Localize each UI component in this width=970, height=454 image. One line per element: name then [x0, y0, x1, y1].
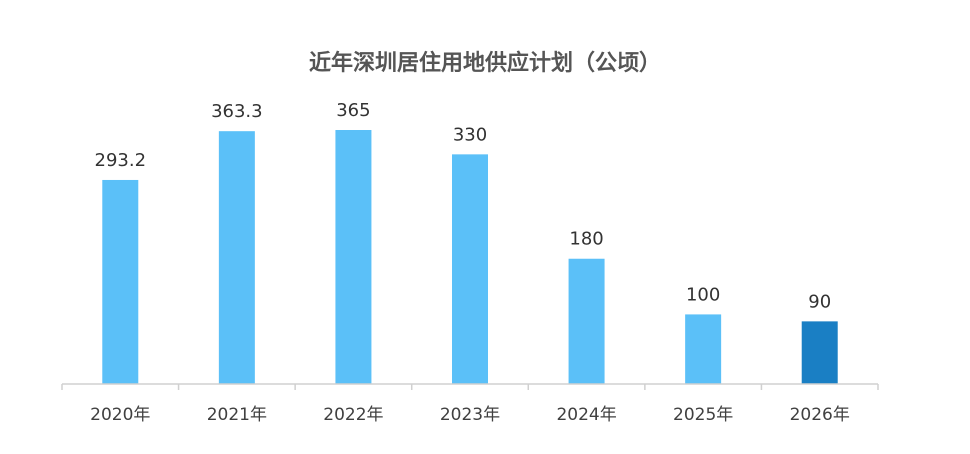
data-label-2023年: 330 — [453, 124, 487, 145]
bar-2020年 — [102, 179, 139, 384]
x-tick-label-2021年: 2021年 — [207, 405, 267, 425]
x-tick-label-2022年: 2022年 — [323, 405, 383, 425]
bar-2024年 — [568, 258, 605, 384]
data-label-2026年: 90 — [808, 291, 831, 312]
data-label-2020年: 293.2 — [95, 150, 147, 171]
value-labels: 293.2 363.3 365 330 180 100 90 — [95, 100, 832, 312]
x-tick-label-2020年: 2020年 — [90, 405, 150, 425]
bar-2026年 — [801, 321, 838, 384]
bars-layer — [102, 130, 838, 384]
data-label-2022年: 365 — [336, 100, 370, 121]
data-label-2024年: 180 — [569, 229, 603, 250]
chart-title: 近年深圳居住用地供应计划（公顷） — [309, 50, 661, 76]
x-tick-label-2026年: 2026年 — [790, 405, 850, 425]
x-tick-label-2023年: 2023年 — [440, 405, 500, 425]
x-tick-label-2024年: 2024年 — [556, 405, 616, 425]
bar-2022年 — [335, 130, 372, 384]
bar-2025年 — [685, 314, 722, 384]
data-label-2025年: 100 — [686, 284, 720, 305]
data-label-2021年: 363.3 — [211, 101, 263, 122]
bar-2023年 — [452, 154, 488, 384]
x-axis-ticks: 2020年 2021年 2022年 2023年 2024年 2025年 2026年 — [61, 384, 879, 425]
bar-2021年 — [218, 131, 255, 384]
x-tick-label-2025年: 2025年 — [673, 405, 733, 425]
